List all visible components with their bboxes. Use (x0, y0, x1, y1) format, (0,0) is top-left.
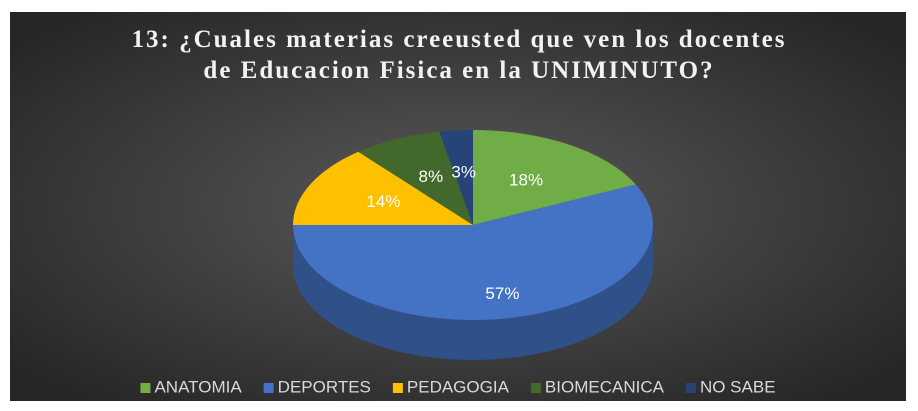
data-label: 3% (451, 162, 476, 181)
slice (293, 184, 653, 320)
slice (358, 131, 473, 225)
legend-swatch (392, 383, 403, 393)
legend-swatch (140, 383, 151, 393)
slice (293, 151, 473, 225)
legend-item: ANATOMIA (140, 377, 242, 396)
data-label: 14% (366, 192, 400, 211)
legend-item: NO SABE (685, 377, 776, 396)
data-label: 8% (419, 167, 444, 186)
legend-swatch (263, 383, 274, 393)
legend-label: ANATOMIA (154, 377, 242, 396)
legend: ANATOMIA DEPORTES PEDAGOGIA BIOMECANICA NO S… (140, 377, 776, 396)
slice (473, 130, 636, 225)
legend-label: NO SABE (700, 377, 776, 396)
legend-label: PEDAGOGIA (407, 377, 510, 396)
data-label: 18% (509, 170, 543, 189)
slice-side (293, 225, 653, 360)
legend-swatch (685, 383, 696, 393)
data-label: 57% (485, 284, 519, 303)
legend-item: PEDAGOGIA (392, 377, 510, 396)
legend-item: DEPORTES (263, 377, 371, 396)
legend-item: BIOMECANICA (530, 377, 665, 396)
legend-swatch (530, 383, 541, 393)
legend-label: BIOMECANICA (545, 377, 665, 396)
chart-title: 13: ¿Cuales materias creeusted que ven l… (131, 26, 787, 84)
legend-label: DEPORTES (278, 377, 371, 396)
slice (439, 130, 473, 225)
